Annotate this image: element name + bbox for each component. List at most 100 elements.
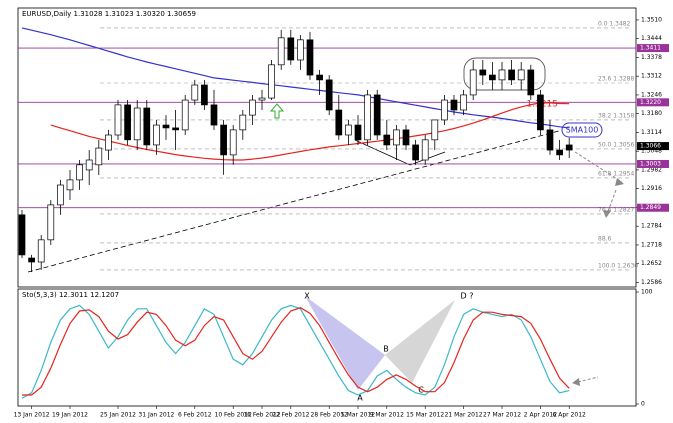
candle-body [18, 214, 26, 256]
level-label: 1.3220 [640, 99, 661, 106]
x-tick-label: 10 Feb 2012 [215, 412, 253, 419]
stoch-title: Sto(5,3,3) 12.3011 12.1207 [22, 291, 119, 299]
candle-body [66, 179, 74, 191]
x-tick-label: 22 Feb 2012 [272, 412, 310, 419]
line [22, 307, 570, 396]
sma-label: SMA100 [566, 126, 599, 135]
candle-body [258, 97, 266, 101]
candle-body [527, 69, 535, 96]
pattern-triangle [385, 300, 455, 383]
candle-body [402, 129, 410, 146]
candle-body [517, 69, 525, 81]
candle-body [220, 124, 227, 156]
line [21, 304, 570, 399]
level-label: 1.3003 [640, 160, 661, 167]
x-tick-label: 2 Apr 2012 [524, 412, 557, 419]
candle-body [335, 109, 343, 136]
y-tick-label: 1.3246 [641, 91, 662, 98]
candle-body [441, 99, 448, 121]
candle-body [431, 119, 439, 141]
projection-arrow [606, 189, 617, 215]
candle-body [210, 104, 218, 126]
candle-body [460, 94, 467, 111]
candle-body [153, 124, 160, 146]
candle-body [181, 99, 189, 131]
candle-body [229, 129, 237, 156]
level-box [637, 159, 669, 168]
fib-label: 76.4 1.2827 [598, 206, 634, 213]
point-label: B [383, 345, 389, 354]
candle-body [393, 129, 400, 146]
candle-body [325, 79, 333, 111]
candle-body [364, 94, 371, 141]
fib-label: 23.6 1.3288 [598, 76, 634, 83]
candle-body [537, 94, 544, 131]
up-arrow [269, 103, 285, 119]
candle-body [373, 94, 381, 136]
point-label: A [357, 394, 363, 403]
level-box [637, 44, 669, 53]
y-tick-label: 1.2652 [641, 260, 662, 267]
drawings [27, 57, 624, 390]
x-tick-label: 5 Mar 2012 [341, 412, 375, 419]
x-tick-label: 21 Mar 2012 [445, 412, 483, 419]
candle-body [162, 124, 170, 129]
candle-body [469, 69, 477, 96]
candle-body [95, 147, 103, 166]
candle-body [105, 134, 112, 151]
x-tick-label: 6 Feb 2012 [178, 412, 212, 419]
stoch-arrow [577, 376, 599, 383]
x-tick-label: 13 Jan 2012 [14, 412, 50, 419]
projection-arrow [574, 151, 623, 183]
chart-title: EURUSD,Daily 1.31028 1.31023 1.30320 1.3… [22, 10, 196, 18]
x-tick-label: 25 Jan 2012 [100, 412, 136, 419]
candle-body [201, 84, 208, 106]
x-tick-label: 28 Feb 2012 [311, 412, 349, 419]
candle-body [565, 144, 573, 151]
candle-body [498, 69, 506, 81]
y-tick-label: 1.2916 [641, 185, 662, 192]
y-tick-label: 1.3444 [641, 35, 662, 42]
fib-label: 38.2 1.3158 [598, 112, 634, 119]
fib-label: 61.8 1.2954 [598, 170, 634, 177]
range-box [463, 57, 546, 91]
candle-body [546, 129, 554, 151]
candle-body [316, 74, 323, 81]
candle-body [450, 99, 458, 111]
y-tick-label: 0 [641, 401, 645, 408]
candle-body [479, 69, 487, 76]
level-box [637, 98, 669, 107]
point-label: X [304, 292, 310, 301]
candle-body [239, 114, 247, 131]
candle-body [28, 257, 35, 263]
y-tick-label: 1.3114 [641, 129, 662, 136]
candle-body [412, 144, 419, 161]
candle-body [306, 39, 314, 76]
candle-body [345, 124, 352, 136]
x-tick-label: 27 Mar 2012 [483, 412, 521, 419]
candle-body [489, 74, 496, 81]
point-label: D ? [461, 292, 474, 301]
y-tick-label: 1.2982 [641, 166, 662, 173]
fib-label: 50.0 1.3056 [598, 141, 634, 148]
x-tick-label: 31 Jan 2012 [138, 412, 174, 419]
candle-body [47, 204, 55, 241]
candle-body [277, 37, 285, 66]
candle-body [354, 124, 362, 141]
candle-body [124, 104, 131, 141]
candle-body [114, 104, 122, 136]
level-label: 1.3066 [640, 143, 661, 150]
candle-body [76, 164, 83, 181]
y-tick-label: 1.2784 [641, 223, 662, 230]
arrow-head [615, 178, 624, 186]
level-label: 1.3411 [640, 45, 661, 52]
y-tick-label: 1.3312 [641, 73, 662, 80]
candle-body [143, 107, 151, 146]
x-tick-label: 9 Mar 2012 [370, 412, 404, 419]
y-tick-label: 1.3180 [641, 110, 662, 117]
candle-body [383, 134, 391, 146]
level-label: 1.2849 [640, 204, 661, 211]
arrow-head [572, 378, 580, 386]
stoch-panel [17, 288, 637, 407]
